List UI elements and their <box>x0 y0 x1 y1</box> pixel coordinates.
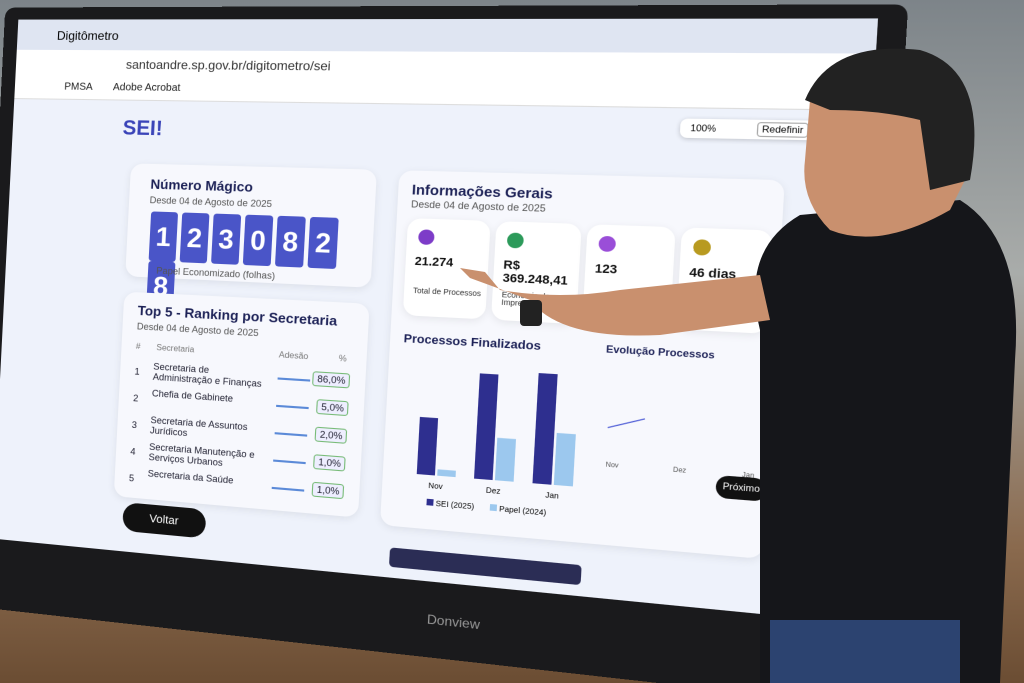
x-tick-label: Dez <box>486 487 502 496</box>
display: Digitômetro santoandre.sp.gov.br/digitom… <box>0 18 879 622</box>
shirt <box>755 200 1017 683</box>
watch <box>520 300 542 326</box>
legend-label: SEI (2025) <box>435 500 474 511</box>
evolution-x-label: Jan <box>742 472 755 480</box>
evolution-x-label: Dez <box>673 467 687 475</box>
legend-label: Papel (2024) <box>499 506 547 518</box>
x-tick-label: Nov <box>428 483 443 492</box>
touchscreen: Digitômetro santoandre.sp.gov.br/digitom… <box>0 4 909 683</box>
jeans <box>770 620 960 683</box>
x-tick-label: Jan <box>545 492 559 501</box>
bar-chart: Nov Dez Jan SEI (2025) Papel (2024) Nov Dez Jan <box>416 373 755 518</box>
hair <box>805 48 975 190</box>
info-card: Informações Gerais Desde 04 de Agosto de… <box>379 170 785 559</box>
evolution-x-label: Nov <box>605 462 618 470</box>
arm <box>460 268 770 336</box>
